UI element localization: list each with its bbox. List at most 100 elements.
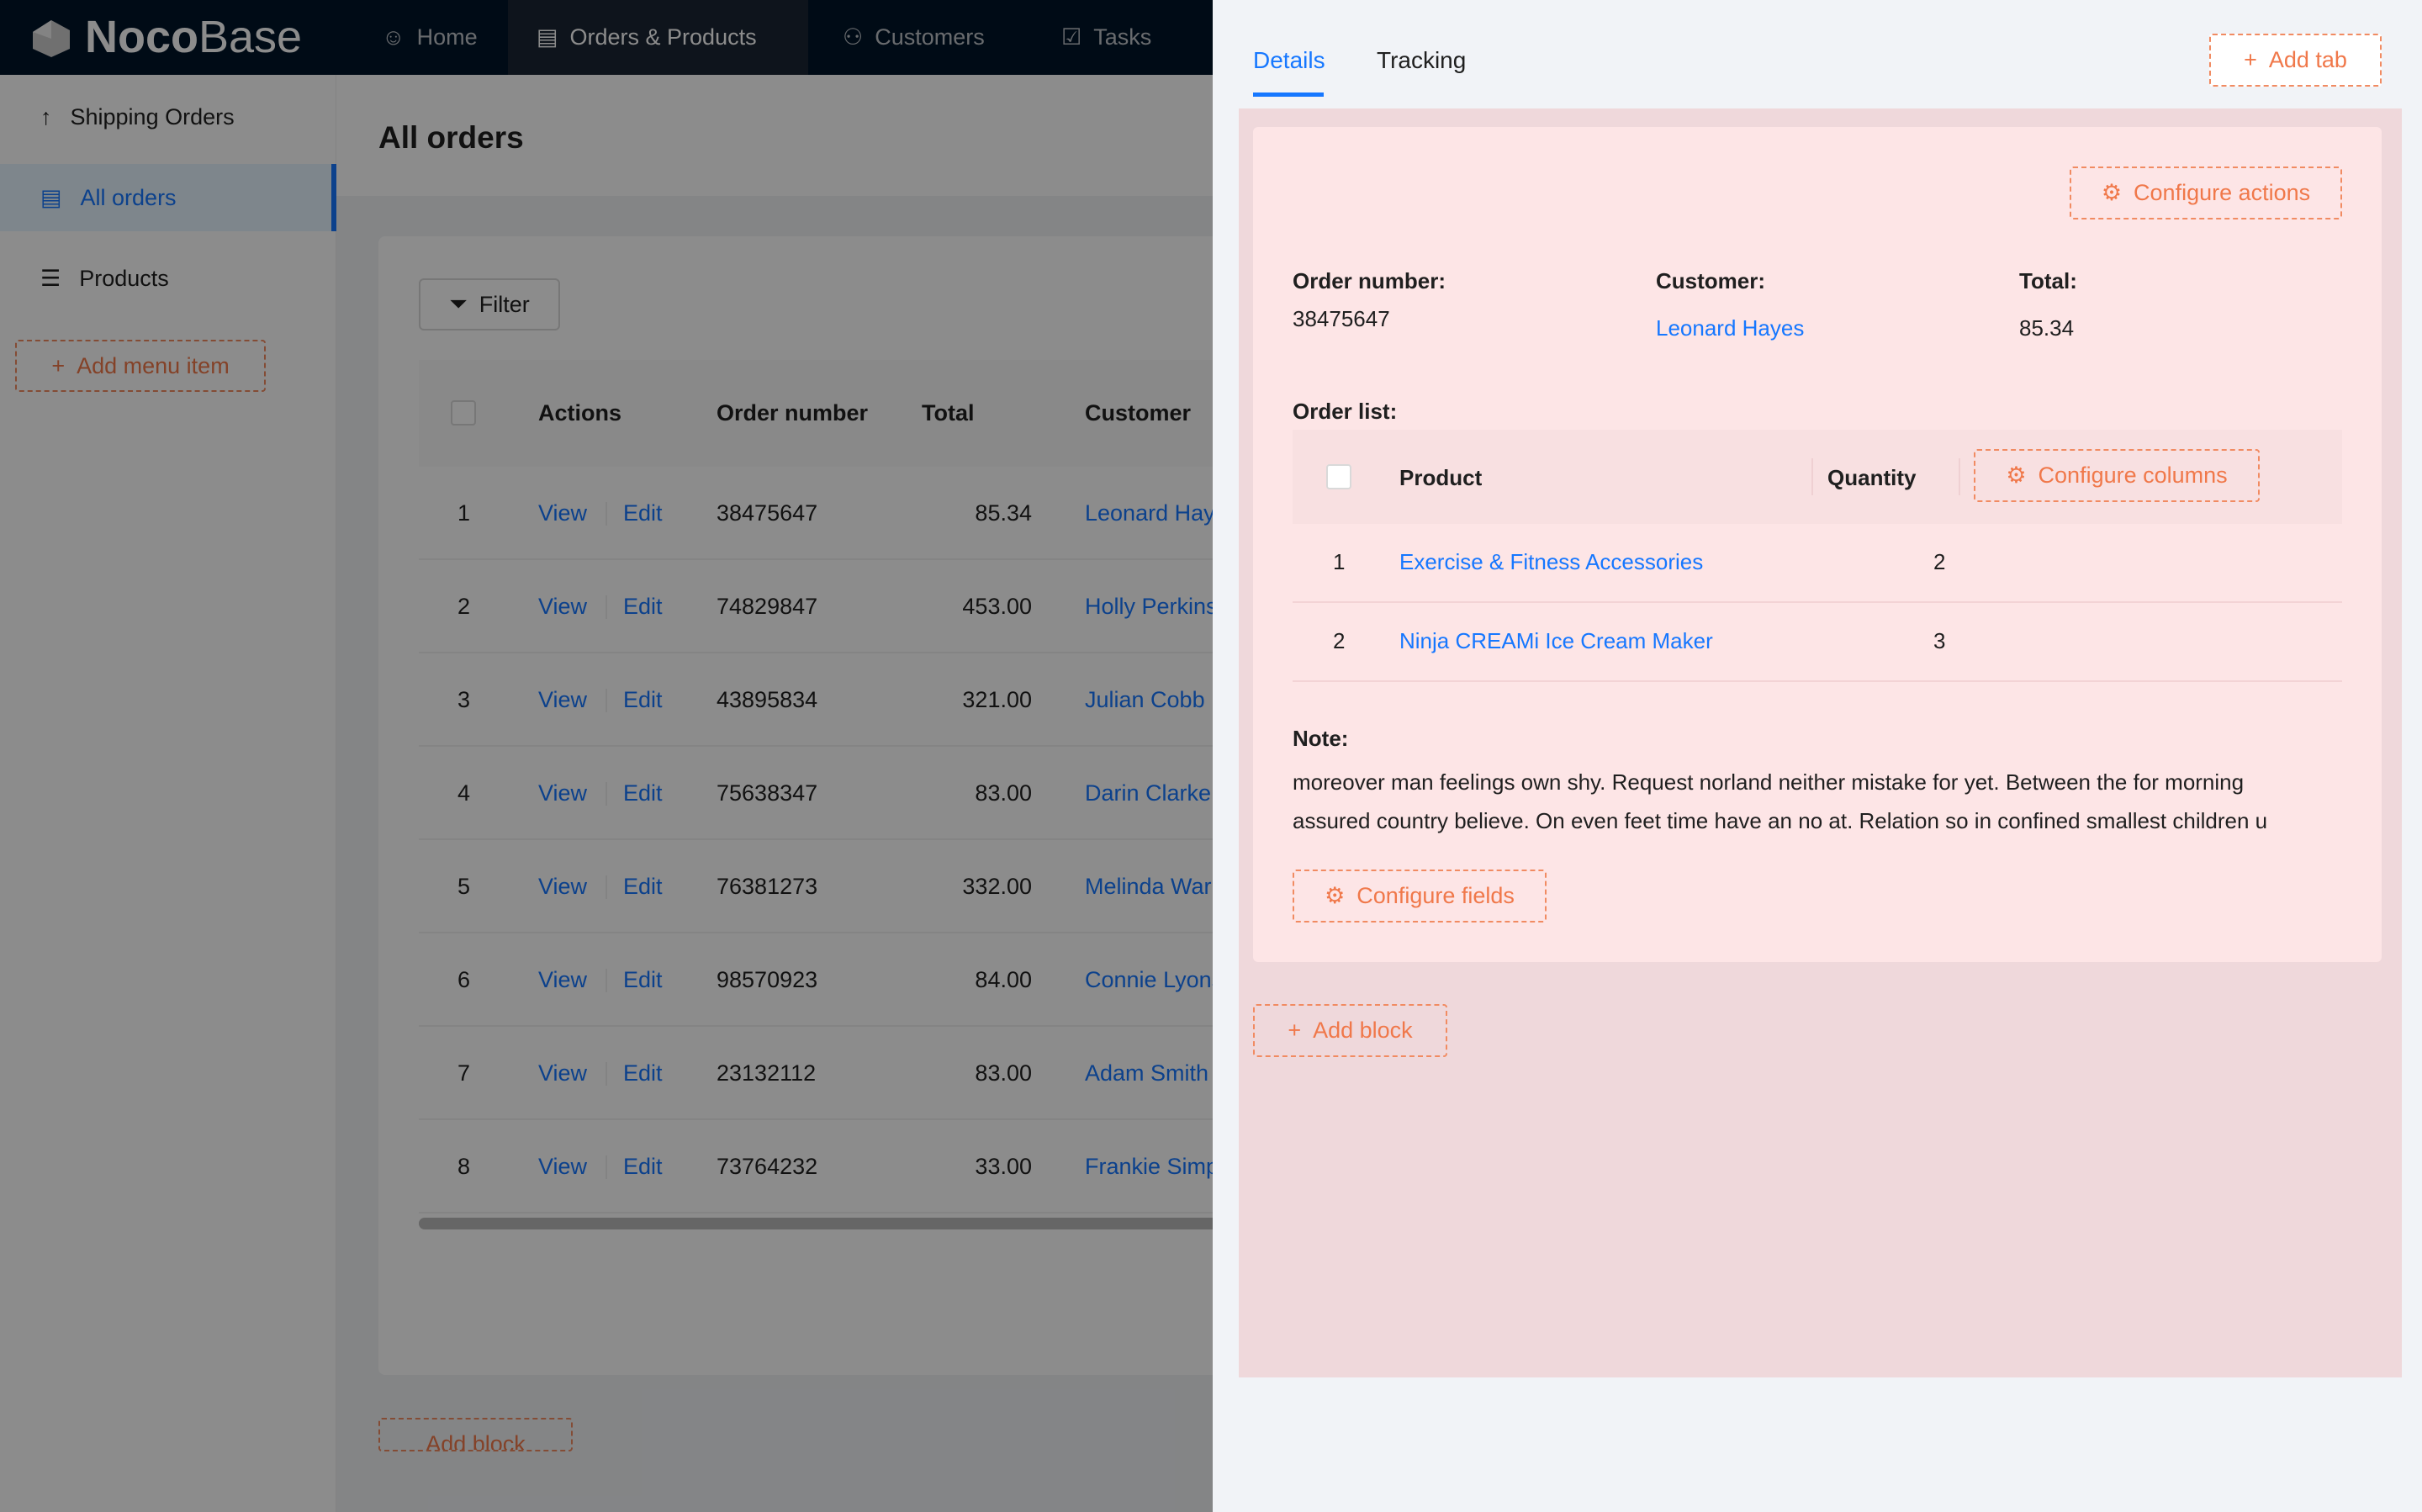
page-header: All orders — [336, 75, 1213, 196]
list-icon: ☰ — [40, 265, 61, 291]
view-link[interactable]: View — [538, 687, 588, 712]
horizontal-scrollbar[interactable] — [419, 1218, 1260, 1229]
order-list-header: Product Quantity ⚙ Configure columns — [1293, 430, 2342, 524]
edit-link[interactable]: Edit — [623, 687, 663, 712]
plus-icon: + — [2244, 47, 2257, 72]
filter-button[interactable]: ⏷ Filter — [419, 278, 560, 330]
add-tab-button[interactable]: + Add tab — [2209, 34, 2382, 87]
product-link[interactable]: Exercise & Fitness Accessories — [1399, 549, 1704, 574]
column-total[interactable]: Total — [922, 400, 975, 426]
sidebar-item-products[interactable]: ☰ Products — [0, 245, 336, 312]
logo-text-light: Base — [198, 12, 303, 62]
nocobase-logo[interactable]: NocoBase — [28, 10, 302, 64]
view-link[interactable]: View — [538, 1154, 588, 1179]
order-number-cell: 23132112 — [717, 1060, 817, 1086]
quantity-value: 3 — [1933, 628, 1946, 653]
sidebar-item-all-orders[interactable]: ▤ All orders — [0, 164, 336, 231]
field-value-note: moreover man feelings own shy. Request n… — [1293, 763, 2377, 840]
configure-actions-button[interactable]: ⚙ Configure actions — [2070, 167, 2342, 219]
gear-icon: ⚙ — [2101, 180, 2123, 205]
row-index: 8 — [457, 1154, 471, 1179]
tab-details[interactable]: Details — [1253, 47, 1325, 73]
edit-link[interactable]: Edit — [623, 500, 663, 526]
column-order-number[interactable]: Order number — [717, 400, 869, 426]
customer-link[interactable]: Darin Clarke — [1085, 780, 1212, 806]
customer-link[interactable]: Holly Perkins — [1085, 594, 1218, 619]
add-block-button[interactable]: Add block — [378, 1418, 573, 1451]
view-link[interactable]: View — [538, 500, 588, 526]
file-check-icon: ▤ — [40, 184, 62, 210]
view-link[interactable]: View — [538, 780, 588, 806]
table-row: 4 View Edit 75638347 83.00 Darin Clarke — [419, 747, 1260, 840]
nav-label: Customers — [875, 24, 985, 50]
total-cell: 83.00 — [975, 1060, 1032, 1086]
arrow-up-icon: ↑ — [40, 103, 52, 130]
configure-fields-button[interactable]: ⚙ Configure fields — [1293, 870, 1547, 923]
edit-link[interactable]: Edit — [623, 967, 663, 992]
table-row: 2 View Edit 74829847 453.00 Holly Perkin… — [419, 560, 1260, 653]
order-number-cell: 98570923 — [717, 967, 818, 992]
select-all-checkbox[interactable] — [1326, 464, 1351, 489]
tab-tracking[interactable]: Tracking — [1377, 47, 1467, 73]
details-block: ⚙ Configure actions Order number: 3847564… — [1253, 127, 2382, 962]
nav-label: Orders & Products — [569, 24, 757, 50]
product-link[interactable]: Ninja CREAMi Ice Cream Maker — [1399, 628, 1713, 653]
edit-link[interactable]: Edit — [623, 780, 663, 806]
select-all-checkbox[interactable] — [451, 400, 476, 426]
file-check-icon: ▤ — [537, 24, 558, 50]
logo-cube-icon — [33, 20, 70, 57]
view-link[interactable]: View — [538, 967, 588, 992]
field-value-total: 85.34 — [2019, 315, 2075, 341]
customer-link[interactable]: Connie Lyons — [1085, 967, 1224, 992]
edit-link[interactable]: Edit — [623, 874, 663, 899]
configure-actions-label: Configure actions — [2134, 180, 2311, 205]
edit-link[interactable]: Edit — [623, 1060, 663, 1086]
total-cell: 332.00 — [962, 874, 1032, 899]
edit-link[interactable]: Edit — [623, 594, 663, 619]
configure-columns-button[interactable]: ⚙ Configure columns — [1974, 449, 2260, 502]
view-link[interactable]: View — [538, 1060, 588, 1086]
sidebar-item-shipping-orders[interactable]: ↑ Shipping Orders — [0, 83, 336, 151]
add-block-label: Add block — [426, 1431, 526, 1451]
field-value-customer-link[interactable]: Leonard Hayes — [1656, 315, 1805, 341]
view-link[interactable]: View — [538, 874, 588, 899]
order-number-cell: 73764232 — [717, 1154, 818, 1179]
customer-link[interactable]: Adam Smith — [1085, 1060, 1209, 1086]
quantity-value: 2 — [1933, 549, 1946, 574]
column-divider — [1959, 458, 1960, 495]
total-cell: 33.00 — [975, 1154, 1032, 1179]
row-index: 2 — [457, 594, 471, 619]
column-actions[interactable]: Actions — [538, 400, 622, 426]
order-list-row: 2 Ninja CREAMi Ice Cream Maker 3 — [1293, 603, 2342, 682]
nav-customers[interactable]: ⚇ Customers — [814, 0, 1013, 75]
total-cell: 83.00 — [975, 780, 1032, 806]
tab-content-area: ⚙ Configure actions Order number: 3847564… — [1239, 108, 2402, 1377]
table-row: 3 View Edit 43895834 321.00 Julian Cobb — [419, 653, 1260, 747]
row-index: 5 — [457, 874, 471, 899]
action-divider — [606, 782, 607, 806]
action-divider — [606, 502, 607, 526]
active-tab-indicator — [1253, 93, 1324, 97]
orders-table-card: ⏷ Filter Actions Order number Total Custo… — [378, 236, 1260, 1375]
column-customer[interactable]: Customer — [1085, 400, 1192, 426]
view-link[interactable]: View — [538, 594, 588, 619]
main-content: All orders ⏷ Filter Actions Order number … — [336, 75, 1260, 1512]
order-number-cell: 76381273 — [717, 874, 818, 899]
add-block-button[interactable]: + Add block — [1253, 1004, 1447, 1057]
add-menu-item-label: Add menu item — [77, 352, 230, 378]
drawer-mask[interactable] — [0, 0, 1213, 1512]
order-number-cell: 75638347 — [717, 780, 818, 806]
edit-link[interactable]: Edit — [623, 1154, 663, 1179]
users-icon: ⚇ — [843, 24, 864, 50]
checkbox-icon: ☑ — [1061, 24, 1082, 50]
total-cell: 85.34 — [975, 500, 1032, 526]
gear-icon: ⚙ — [1325, 883, 1346, 908]
column-product[interactable]: Product — [1399, 465, 1483, 490]
nav-home[interactable]: ☺ Home — [353, 0, 506, 75]
column-quantity[interactable]: Quantity — [1827, 465, 1917, 490]
nav-orders-products[interactable]: ▤ Orders & Products — [508, 0, 808, 75]
customer-link[interactable]: Julian Cobb — [1085, 687, 1205, 712]
nav-tasks[interactable]: ☑ Tasks — [1033, 0, 1180, 75]
add-menu-item-button[interactable]: + Add menu item — [15, 340, 266, 392]
plus-icon: + — [51, 352, 66, 378]
